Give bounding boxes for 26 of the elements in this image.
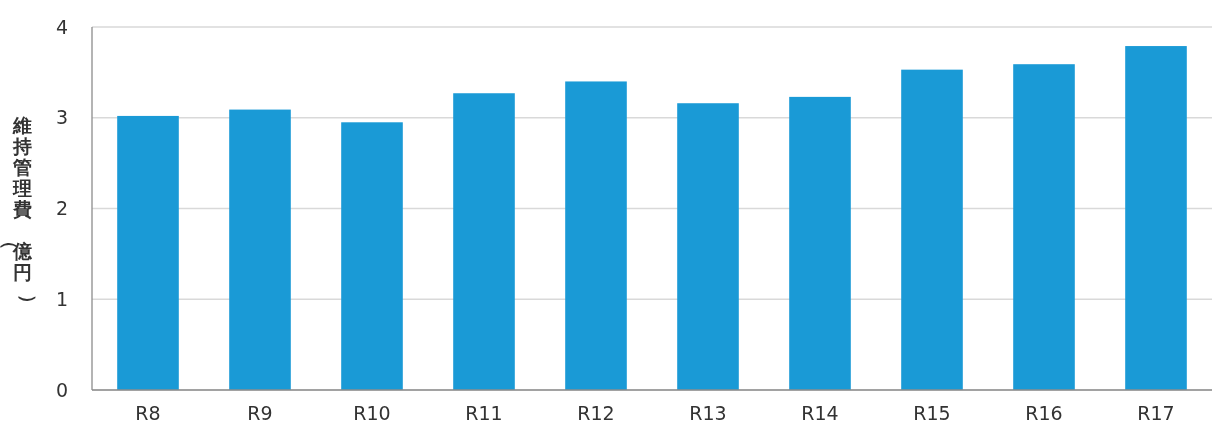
x-tick-label: R14 — [801, 402, 839, 424]
x-tick-label: R8 — [135, 402, 161, 424]
x-tick-label: R9 — [247, 402, 273, 424]
bar — [341, 122, 403, 390]
text: 維持管理費（億円） — [0, 113, 40, 313]
bar — [565, 81, 627, 390]
bar — [453, 93, 515, 390]
y-tick-label: 3 — [55, 106, 68, 129]
x-tick-label: R16 — [1025, 402, 1063, 424]
bar — [229, 109, 291, 390]
x-tick-label: R12 — [577, 402, 615, 424]
x-tick-label: R11 — [465, 402, 503, 424]
bar — [901, 69, 963, 390]
y-tick-label: 2 — [55, 197, 68, 220]
x-tick-label: R15 — [913, 402, 951, 424]
bar — [789, 96, 851, 390]
y-tick-label: 4 — [55, 15, 68, 38]
x-tick-label: R17 — [1137, 402, 1175, 424]
bar — [1125, 46, 1187, 390]
y-tick-label: 1 — [55, 287, 68, 310]
x-tick-label: R13 — [689, 402, 727, 424]
bar — [117, 115, 179, 390]
x-tick-label: R10 — [353, 402, 391, 424]
bar — [677, 103, 739, 390]
y-tick-label: 0 — [55, 378, 68, 401]
bar — [1013, 64, 1075, 390]
